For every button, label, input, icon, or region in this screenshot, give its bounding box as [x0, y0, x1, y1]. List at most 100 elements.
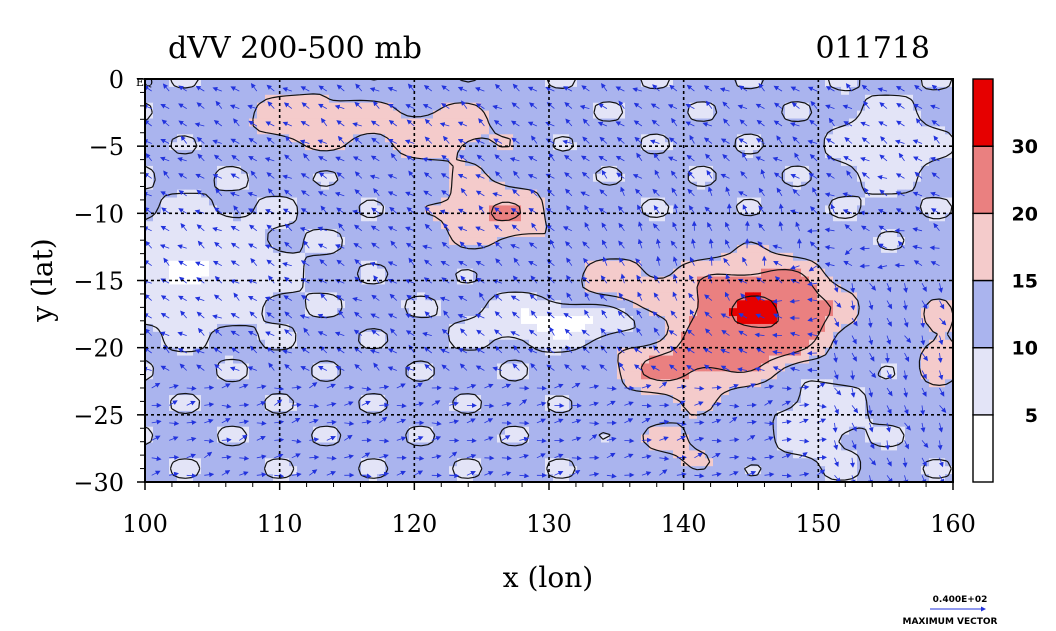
contour-cell [297, 158, 306, 167]
contour-cell [689, 387, 698, 396]
contour-cell [841, 426, 850, 436]
contour-cell [169, 213, 178, 222]
contour-cell [665, 450, 674, 459]
contour-cell [929, 331, 938, 341]
contour-cell [145, 300, 154, 309]
contour-cell [601, 237, 610, 246]
contour-cell [801, 126, 810, 135]
contour-cell [369, 402, 378, 412]
contour-cell [265, 79, 274, 88]
contour-cell [233, 284, 242, 293]
contour-cell [241, 244, 250, 254]
contour-cell [441, 434, 450, 444]
contour-cell [193, 434, 202, 444]
contour-cell [465, 458, 474, 467]
contour-cell [809, 189, 818, 199]
contour-cell [561, 379, 570, 388]
contour-cell [545, 323, 554, 333]
contour-cell [889, 118, 898, 128]
contour-cell [809, 300, 818, 309]
contour-cell [201, 458, 210, 467]
contour-cell [641, 308, 650, 317]
contour-cell [921, 79, 930, 88]
contour-cell [697, 94, 706, 104]
contour-cell [241, 300, 250, 309]
contour-cell [473, 150, 482, 159]
contour-cell [857, 395, 866, 404]
contour-cell [345, 252, 354, 262]
contour-cell [729, 347, 738, 357]
contour-cell [257, 300, 266, 309]
contour-cell [241, 308, 250, 317]
contour-cell [521, 221, 530, 230]
contour-cell [833, 379, 842, 388]
contour-cell [377, 363, 386, 372]
contour-cell [457, 387, 466, 396]
contour-cell [873, 434, 882, 444]
contour-cell [593, 308, 602, 317]
contour-cell [425, 426, 434, 436]
contour-cell [393, 426, 402, 436]
contour-cell [385, 339, 394, 349]
contour-cell [145, 142, 154, 151]
contour-cell [737, 252, 746, 262]
contour-cell [305, 379, 314, 388]
contour-cell [889, 387, 898, 396]
contour-cell [697, 134, 706, 143]
contour-cell [265, 237, 274, 246]
contour-cell [393, 260, 402, 270]
contour-cell [425, 158, 434, 167]
contour-cell [529, 181, 538, 191]
contour-cell [569, 379, 578, 388]
contour-cell [417, 110, 426, 120]
contour-cell [609, 205, 618, 214]
contour-cell [257, 86, 266, 96]
contour-cell [449, 323, 458, 333]
contour-cell [665, 86, 674, 96]
contour-cell [225, 118, 234, 128]
contour-cell [153, 347, 162, 357]
contour-cell [513, 316, 522, 325]
contour-cell [417, 316, 426, 325]
contour-cell [681, 308, 690, 317]
contour-cell [793, 426, 802, 436]
contour-cell [393, 371, 402, 380]
contour-cell [337, 284, 346, 293]
contour-cell [417, 158, 426, 167]
contour-cell [225, 252, 234, 262]
contour-cell [361, 395, 370, 404]
contour-cell [633, 292, 642, 301]
contour-cell [937, 221, 946, 230]
contour-cell [609, 339, 618, 349]
contour-cell [401, 134, 410, 143]
contour-cell [865, 79, 874, 88]
contour-cell [289, 316, 298, 325]
contour-cell [633, 458, 642, 467]
contour-cell [489, 110, 498, 120]
contour-cell [641, 165, 650, 175]
contour-cell [737, 165, 746, 175]
contour-cell [425, 339, 434, 349]
contour-cell [609, 158, 618, 167]
contour-cell [625, 316, 634, 325]
contour-cell [785, 213, 794, 222]
contour-cell [569, 434, 578, 444]
contour-cell [689, 158, 698, 167]
contour-cell [577, 442, 586, 451]
contour-cell [817, 308, 826, 317]
contour-cell [769, 292, 778, 301]
contour-cell [329, 126, 338, 135]
contour-cell [809, 347, 818, 357]
contour-cell [161, 244, 170, 254]
contour-cell [505, 181, 514, 191]
contour-cell [593, 387, 602, 396]
contour-cell [577, 110, 586, 120]
contour-cell [241, 197, 250, 207]
contour-cell [153, 300, 162, 309]
contour-cell [817, 229, 826, 238]
contour-cell [417, 181, 426, 191]
contour-cell [481, 458, 490, 467]
contour-cell [161, 434, 170, 444]
contour-cell [321, 450, 330, 459]
contour-cell [169, 244, 178, 254]
